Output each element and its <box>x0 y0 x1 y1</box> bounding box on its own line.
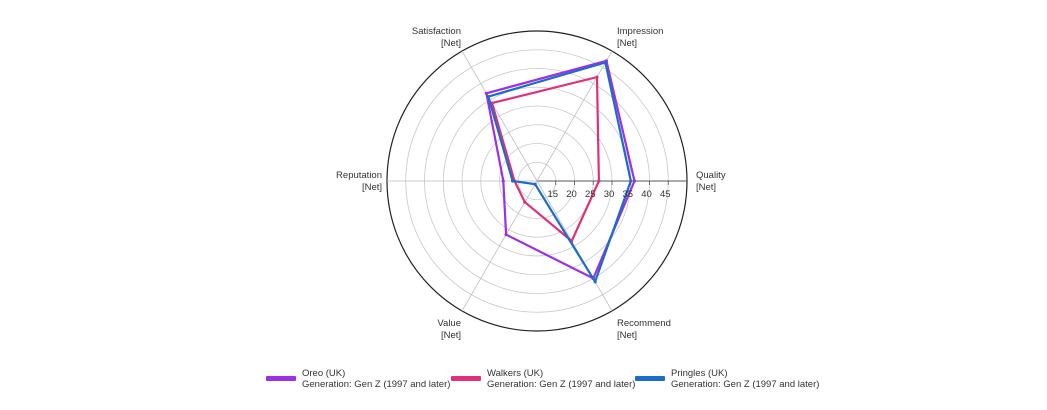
legend-subtitle-walkers: Generation: Gen Z (1997 and later) <box>487 379 636 390</box>
data-point[interactable] <box>484 91 488 95</box>
legend-name-walkers: Walkers (UK) <box>487 368 544 379</box>
legend-subtitle-oreo: Generation: Gen Z (1997 and later) <box>302 379 451 390</box>
radar-grid <box>386 30 688 332</box>
tick-label: 15 <box>547 189 558 200</box>
data-point[interactable] <box>632 179 637 183</box>
spoke-line <box>461 180 538 312</box>
data-point[interactable] <box>523 200 527 204</box>
legend-swatch-pringles <box>635 376 665 381</box>
axis-label-recommend: Recommend <box>617 318 671 329</box>
data-point[interactable] <box>501 179 505 183</box>
data-point[interactable] <box>504 232 508 237</box>
axis-sublabel: [Net] <box>617 330 637 341</box>
chart-legend: Oreo (UK) Generation: Gen Z (1997 and la… <box>0 368 1047 398</box>
data-point[interactable] <box>595 75 599 79</box>
data-point[interactable] <box>629 179 633 183</box>
legend-item-pringles[interactable]: Pringles (UK) Generation: Gen Z (1997 an… <box>635 368 819 390</box>
tick-label: 45 <box>660 189 671 200</box>
data-point[interactable] <box>486 94 490 99</box>
axis-label-satisfaction: Satisfaction <box>412 26 461 37</box>
data-point[interactable] <box>511 179 515 183</box>
legend-item-walkers[interactable]: Walkers (UK) Generation: Gen Z (1997 and… <box>451 368 635 390</box>
spoke-line <box>536 50 613 182</box>
legend-item-oreo[interactable]: Oreo (UK) Generation: Gen Z (1997 and la… <box>266 368 450 390</box>
axis-sublabel: [Net] <box>441 38 461 49</box>
legend-name-oreo: Oreo (UK) <box>302 368 346 379</box>
radar-series <box>484 59 637 285</box>
tick-label: 40 <box>641 189 652 200</box>
axis-label-value: Value <box>437 318 461 329</box>
data-point[interactable] <box>533 182 537 186</box>
axis-label-reputation: Reputation <box>336 170 382 181</box>
spoke-line <box>461 50 538 182</box>
radar-labels: 15 20 25 30 35 40 45Quality[Net]Impression[Net… <box>336 26 726 341</box>
axis-sublabel: [Net] <box>441 330 461 341</box>
data-point[interactable] <box>593 280 597 284</box>
axis-label-impression: Impression <box>617 26 663 37</box>
legend-swatch-oreo <box>266 376 296 381</box>
tick-label: 25 <box>585 189 596 200</box>
axis-sublabel: [Net] <box>696 182 716 193</box>
tick-label: 20 <box>566 189 577 200</box>
legend-subtitle-pringles: Generation: Gen Z (1997 and later) <box>671 379 820 390</box>
axis-label-quality: Quality <box>696 170 726 181</box>
tick-label: 35 <box>622 189 633 200</box>
axis-sublabel: [Net] <box>362 182 382 193</box>
legend-name-pringles: Pringles (UK) <box>671 368 728 379</box>
legend-swatch-walkers <box>451 376 481 381</box>
data-point[interactable] <box>603 60 608 65</box>
axis-sublabel: [Net] <box>617 38 637 49</box>
data-point[interactable] <box>597 179 601 183</box>
spoke-line <box>536 180 613 312</box>
tick-label: 30 <box>604 189 615 200</box>
